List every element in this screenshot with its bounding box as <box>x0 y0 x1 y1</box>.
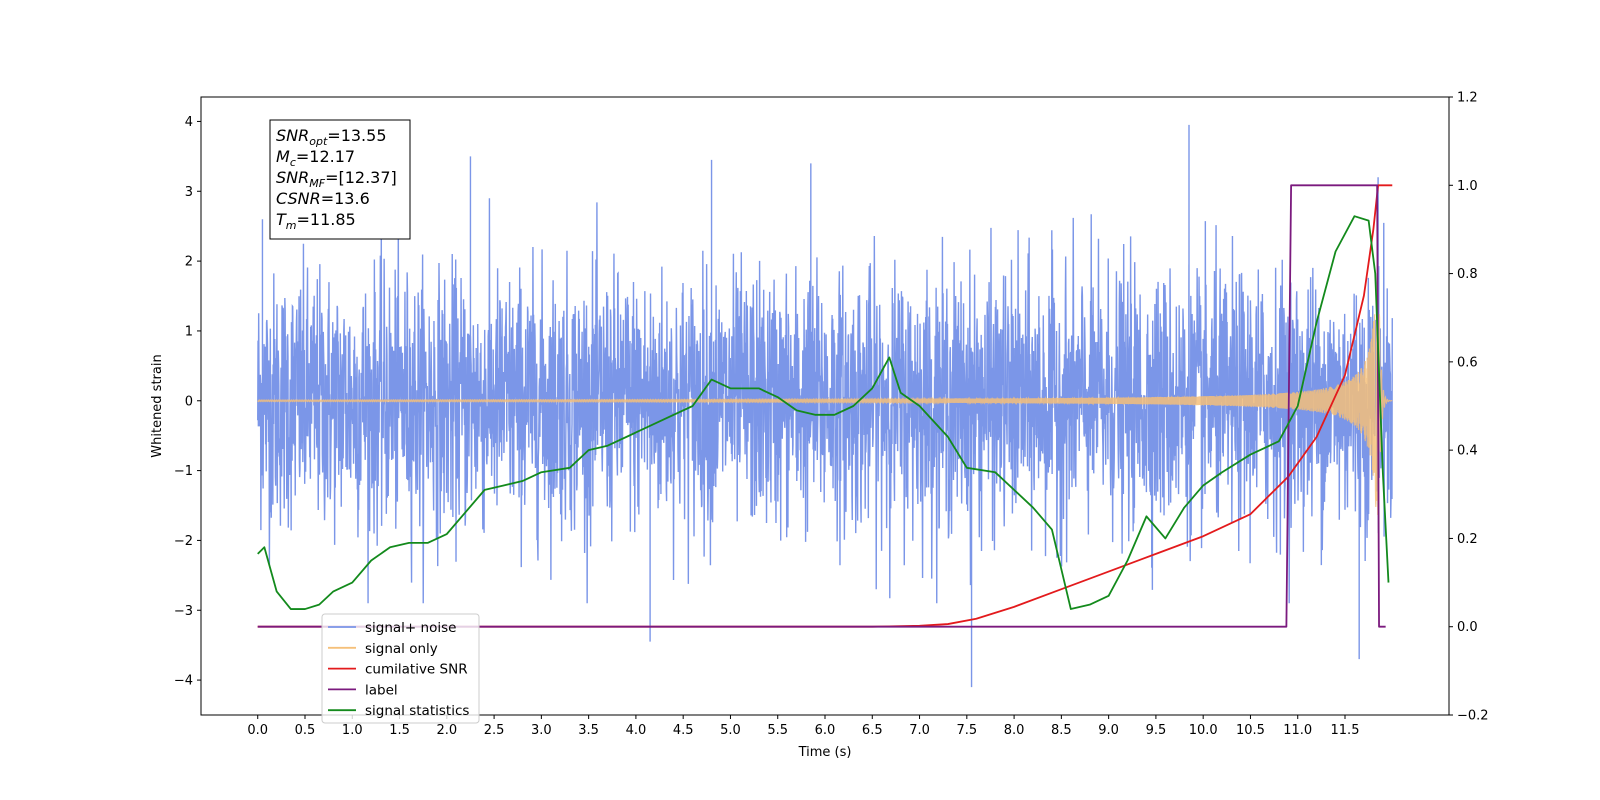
y-tick-label: −2 <box>174 534 193 549</box>
x-tick-label: 2.0 <box>436 723 457 738</box>
y-tick-label: 1 <box>185 324 193 339</box>
series-cumilative-snr <box>257 184 1393 628</box>
y2-tick-label: 0.2 <box>1457 532 1478 547</box>
y-tick-label: 0 <box>185 394 193 409</box>
y-tick-label: −3 <box>174 604 193 619</box>
series-layer <box>257 124 1393 688</box>
series-signal-statistics <box>257 215 1390 610</box>
info-line: SNRopt=13.55 <box>276 126 387 148</box>
y-tick-label: 3 <box>185 185 193 200</box>
y-tick-label: 2 <box>185 255 193 270</box>
x-tick-label: 10.5 <box>1236 723 1265 738</box>
info-box-frame <box>269 119 411 240</box>
y2-tick-label: 0.6 <box>1457 355 1478 370</box>
x-tick-label: 11.0 <box>1283 723 1312 738</box>
x-tick-label: 10.0 <box>1189 723 1218 738</box>
x-tick-label: 5.0 <box>720 723 741 738</box>
x-tick-label: 5.5 <box>767 723 788 738</box>
x-tick-label: 3.0 <box>531 723 552 738</box>
x-tick-label: 7.0 <box>909 723 930 738</box>
legend-entry: signal statistics <box>365 703 469 719</box>
x-tick-label: 11.5 <box>1331 723 1360 738</box>
x-tick-label: 1.0 <box>342 723 363 738</box>
x-tick-label: 9.0 <box>1098 723 1119 738</box>
y2-tick-label: 0.8 <box>1457 267 1478 282</box>
x-tick-label: 6.0 <box>815 723 836 738</box>
legend: signal+ noise signal only cumilative SNR la… <box>321 613 480 724</box>
y-axis-label: Whitened strain <box>150 354 165 457</box>
x-axis-label: Time (s) <box>798 745 852 760</box>
x-tick-label: 7.5 <box>956 723 977 738</box>
series-label <box>257 184 1386 628</box>
info-box: SNRopt=13.55Mc=12.17SNRMF=[12.37]CSNR=13… <box>269 119 411 240</box>
x-tick-label: 9.5 <box>1146 723 1167 738</box>
y2-tick-label: −0.2 <box>1457 709 1489 724</box>
legend-entry: signal+ noise <box>365 620 456 636</box>
x-tick-label: 0.0 <box>247 723 268 738</box>
y-tick-label: 4 <box>185 115 193 130</box>
x-tick-label: 4.5 <box>673 723 694 738</box>
x-tick-label: 8.5 <box>1051 723 1072 738</box>
info-line: SNRMF=[12.37] <box>276 168 397 190</box>
legend-frame <box>321 613 480 724</box>
x-tick-label: 1.5 <box>389 723 410 738</box>
legend-entry: cumilative SNR <box>365 662 468 678</box>
series-signal-noise <box>257 124 1393 688</box>
y-tick-label: −4 <box>174 674 193 689</box>
series-signal-only <box>257 292 1393 551</box>
x-axis: 0.0 0.5 1.0 1.5 2.0 2.5 3.0 3.5 4.0 4.5 5.0 5.5 6.0 6… <box>247 715 1359 738</box>
y2-tick-label: 0.4 <box>1457 444 1478 459</box>
y2-axis: −0.2 0.0 0.2 0.4 0.6 0.8 1.0 1.2 <box>1449 91 1489 724</box>
info-line: CSNR=13.6 <box>276 189 370 208</box>
y2-tick-label: 1.0 <box>1457 179 1478 194</box>
x-tick-label: 2.5 <box>484 723 505 738</box>
x-tick-label: 3.5 <box>578 723 599 738</box>
x-tick-label: 6.5 <box>862 723 883 738</box>
x-tick-label: 8.0 <box>1004 723 1025 738</box>
legend-entry: label <box>365 682 398 698</box>
y-axis: −4 −3 −2 −1 0 1 2 3 4 <box>174 115 201 689</box>
y-tick-label: −1 <box>174 464 193 479</box>
y2-tick-label: 0.0 <box>1457 620 1478 635</box>
y2-tick-label: 1.2 <box>1457 91 1478 106</box>
info-line: Tm=11.85 <box>276 210 356 232</box>
info-line: Mc=12.17 <box>276 147 355 169</box>
legend-entry: signal only <box>365 641 438 657</box>
x-tick-label: 4.0 <box>626 723 647 738</box>
x-tick-label: 0.5 <box>295 723 316 738</box>
